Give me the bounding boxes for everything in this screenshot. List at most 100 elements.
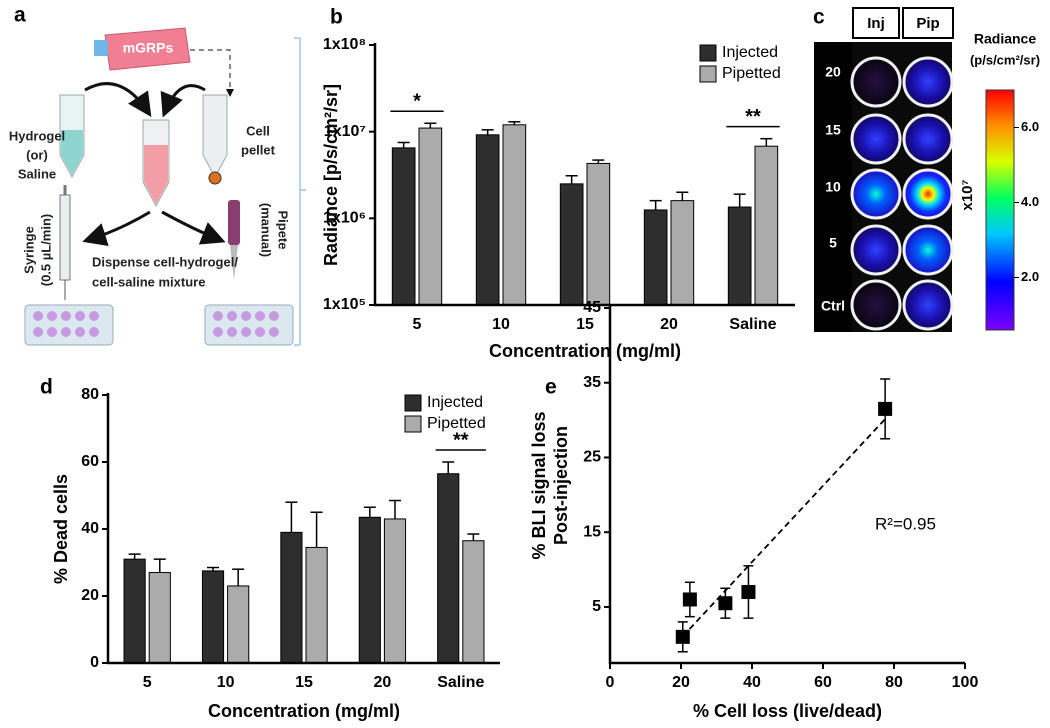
- colorbar-tick-label: 4.0: [1021, 194, 1039, 209]
- y-tick-label: 60: [81, 453, 99, 470]
- panel-label: b: [330, 6, 343, 29]
- column-header-box: [852, 7, 900, 39]
- label: Syringe: [21, 226, 36, 274]
- arrow: [84, 82, 152, 117]
- label: Pipete: [276, 210, 291, 249]
- legend-swatch: [699, 44, 717, 62]
- image-panel: c Inj Pip 20 15 10 5 Ctrl Radiance (p/s/…: [813, 6, 1040, 332]
- well-plate: [204, 304, 294, 346]
- panel-label: d: [40, 376, 53, 399]
- colorbar-title: Radiance: [974, 31, 1036, 47]
- y-tick-label: 40: [81, 520, 99, 537]
- y-tick-label: 1x10⁶: [323, 210, 366, 227]
- panel-label: c: [813, 6, 825, 29]
- wells: [850, 56, 954, 331]
- bar: [305, 546, 328, 664]
- bar: [559, 183, 584, 306]
- arrow: [160, 84, 206, 118]
- x-tick-label: 60: [814, 674, 832, 691]
- y-tick-label: 1x10⁷: [324, 123, 366, 140]
- y-tick-label: 0: [90, 654, 99, 671]
- x-tick-label: 10: [217, 674, 235, 691]
- bar: [227, 585, 250, 664]
- y-tick-label: 80: [81, 386, 99, 403]
- label: (or): [26, 147, 48, 162]
- row-label: 5: [829, 235, 837, 251]
- legend-label: Injected: [722, 44, 778, 61]
- bracket: [294, 37, 306, 346]
- bar: [586, 162, 611, 306]
- legend-label: Pipetted: [427, 415, 486, 432]
- x-tick-label: 5: [413, 316, 422, 333]
- y-axis-label: Radiance [p/s/cm²/sr]: [321, 84, 341, 266]
- bar: [754, 145, 779, 306]
- label: Hydrogel: [9, 128, 65, 143]
- bar: [727, 206, 752, 306]
- label: Saline: [18, 166, 56, 181]
- x-tick-label: 10: [492, 316, 510, 333]
- trend-line: [682, 418, 886, 637]
- y-axis-label: % BLI signal loss: [529, 411, 549, 559]
- column-header-box: [902, 7, 954, 39]
- point: [682, 592, 697, 607]
- point: [741, 585, 756, 599]
- bar: [148, 572, 171, 664]
- y-tick-label: 1x10⁵: [323, 296, 366, 313]
- well-plate: [24, 304, 114, 346]
- y-axis-label: Post-injection: [551, 426, 571, 545]
- bar: [670, 200, 695, 306]
- y-tick-label: 25: [583, 449, 601, 466]
- tube-fill: [61, 130, 83, 175]
- bar: [391, 147, 416, 306]
- column-header: Inj: [867, 15, 885, 32]
- x-tick-label: Saline: [729, 316, 776, 333]
- y-tick-label: 1x10⁸: [323, 36, 366, 53]
- x-tick-label: 20: [660, 316, 678, 333]
- label: cell-saline mixture: [92, 274, 205, 289]
- x-axis-label: Concentration (mg/ml): [489, 341, 681, 361]
- legend-swatch: [404, 394, 422, 412]
- x-tick-label: 5: [143, 674, 152, 691]
- x-tick-label: 15: [295, 674, 313, 691]
- x-tick-label: Saline: [437, 674, 484, 691]
- tube: [202, 94, 228, 179]
- x-tick-label: 40: [743, 674, 761, 691]
- colorbar-tick-label: 6.0: [1021, 119, 1039, 134]
- y-tick-label: 35: [583, 374, 601, 391]
- x-axis-label: Concentration (mg/ml): [208, 701, 400, 721]
- significance-label: *: [413, 91, 421, 113]
- row-label: 15: [825, 122, 841, 138]
- flask: [104, 27, 191, 71]
- significance-label: **: [453, 429, 469, 451]
- annotation: R²=0.95: [875, 514, 936, 533]
- label: Cell: [246, 123, 270, 138]
- bar: [418, 127, 443, 306]
- x-tick-label: 15: [576, 316, 594, 333]
- significance-label: **: [745, 106, 761, 128]
- bar: [475, 134, 500, 306]
- colorbar-multiplier: x10⁷: [959, 179, 976, 210]
- colorbar: [985, 89, 1015, 331]
- x-axis-label: % Cell loss (live/dead): [693, 701, 882, 721]
- arrow: [190, 49, 234, 97]
- diagram: a mGRPs Hydrogel (or) Saline Cell: [9, 4, 306, 346]
- y-tick-label: 15: [583, 523, 601, 540]
- legend-swatch: [404, 415, 422, 433]
- panel-label: a: [14, 4, 26, 27]
- colorbar-unit: (p/s/cm²/sr): [970, 52, 1040, 67]
- bar: [383, 518, 407, 664]
- arrow: [161, 210, 226, 245]
- legend-swatch: [699, 65, 717, 83]
- label: Dispense cell-hydrogel/: [92, 254, 238, 269]
- panel-label: e: [545, 376, 557, 399]
- pipette-tip: [230, 245, 238, 280]
- bar: [502, 124, 527, 306]
- bar: [280, 531, 303, 664]
- point: [675, 629, 690, 644]
- flask-cap: [94, 40, 108, 56]
- x-tick-label: 20: [374, 674, 392, 691]
- bar: [358, 516, 381, 664]
- legend-label: Injected: [427, 394, 483, 411]
- x-tick-label: 80: [885, 674, 903, 691]
